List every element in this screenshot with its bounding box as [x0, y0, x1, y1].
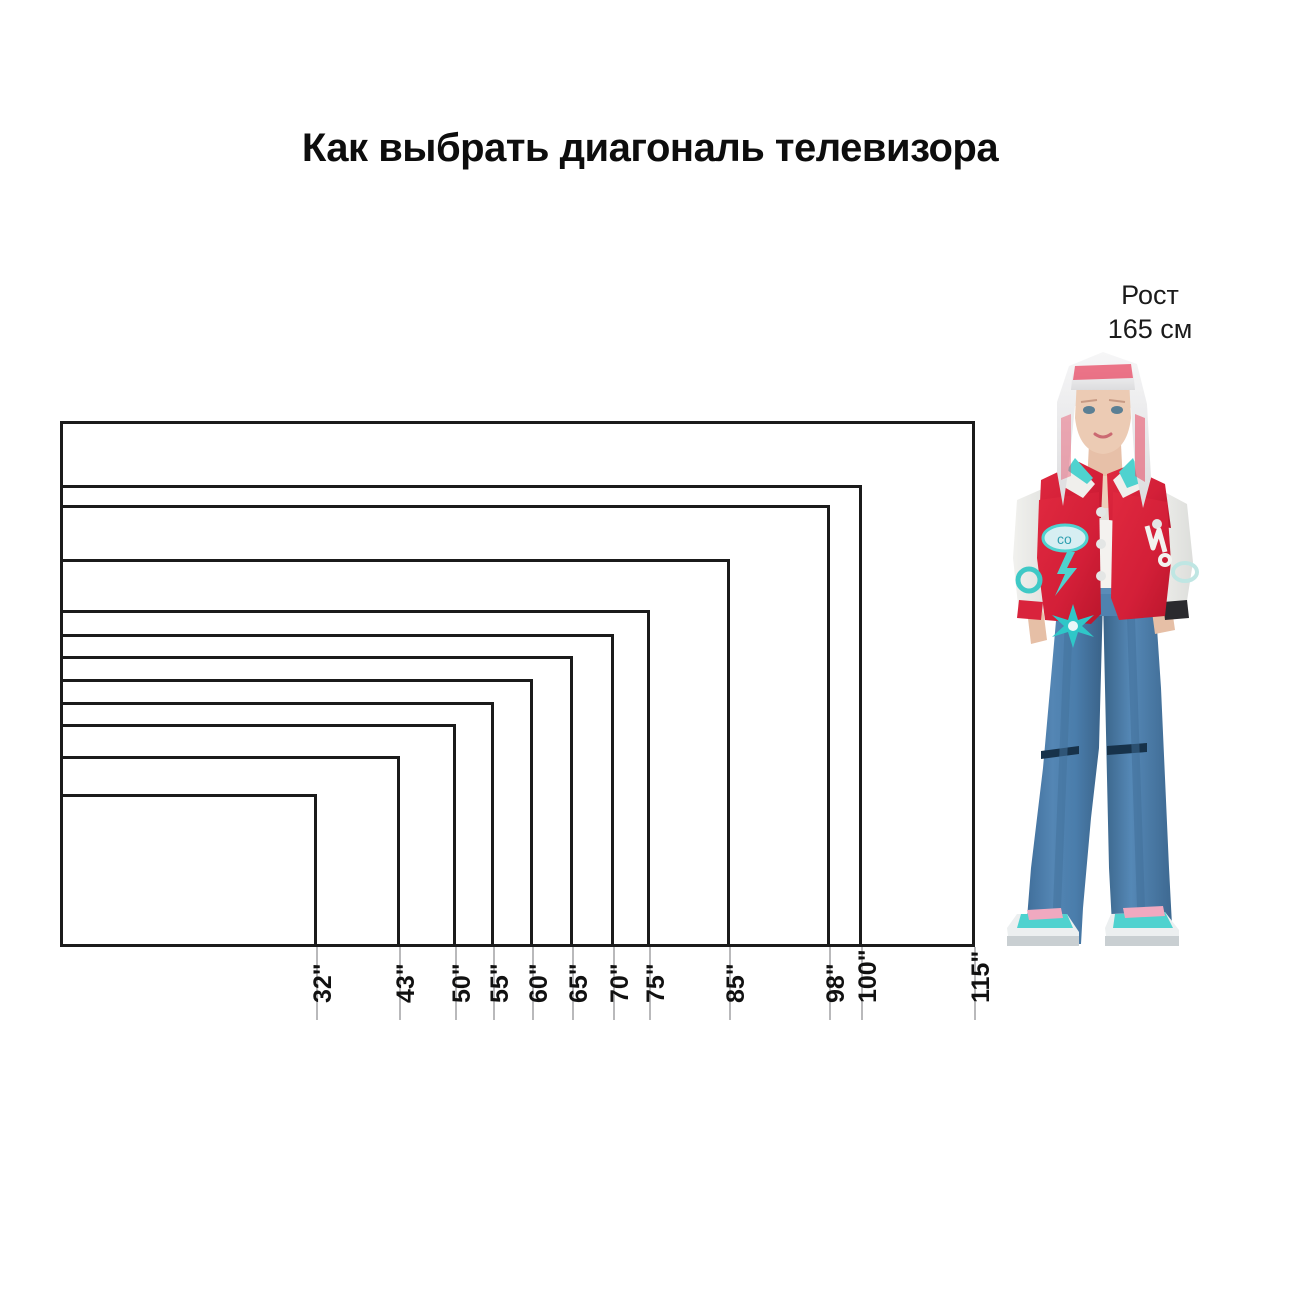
guide-line-32 [316, 947, 318, 1020]
guide-line-115 [974, 947, 976, 1020]
size-label-100: 100" [854, 949, 882, 1003]
tv-rect-32 [60, 794, 317, 947]
size-label-55: 55" [486, 963, 514, 1003]
size-label-85: 85" [722, 963, 750, 1003]
svg-text:co: co [1057, 531, 1072, 547]
guide-line-65 [572, 947, 574, 1020]
person-height-caption: Рост 165 см [1040, 278, 1260, 346]
guide-line-75 [649, 947, 651, 1020]
person-jeans [1025, 584, 1173, 944]
size-label-60: 60" [525, 963, 553, 1003]
size-label-70: 70" [606, 963, 634, 1003]
person-illustration: co [1007, 352, 1199, 946]
guide-line-43 [399, 947, 401, 1020]
person-face [1071, 364, 1135, 454]
size-label-115: 115" [967, 950, 995, 1003]
size-label-98: 98" [822, 963, 850, 1003]
size-label-43: 43" [392, 963, 420, 1003]
guide-line-50 [455, 947, 457, 1020]
size-label-32: 32" [309, 963, 337, 1003]
height-caption-line1: Рост [1121, 280, 1179, 310]
size-label-50: 50" [448, 963, 476, 1003]
guide-line-98 [829, 947, 831, 1020]
guide-line-85 [729, 947, 731, 1020]
page-title: Как выбрать диагональ телевизора [301, 126, 999, 170]
height-caption-line2: 165 см [1107, 314, 1193, 344]
size-label-75: 75" [642, 963, 670, 1003]
person-jacket: co [1013, 458, 1199, 648]
guide-line-100 [861, 947, 863, 1020]
guide-line-70 [613, 947, 615, 1020]
guide-line-60 [532, 947, 534, 1020]
guide-line-55 [493, 947, 495, 1020]
person-shoes [1007, 906, 1179, 946]
size-label-65: 65" [565, 963, 593, 1003]
